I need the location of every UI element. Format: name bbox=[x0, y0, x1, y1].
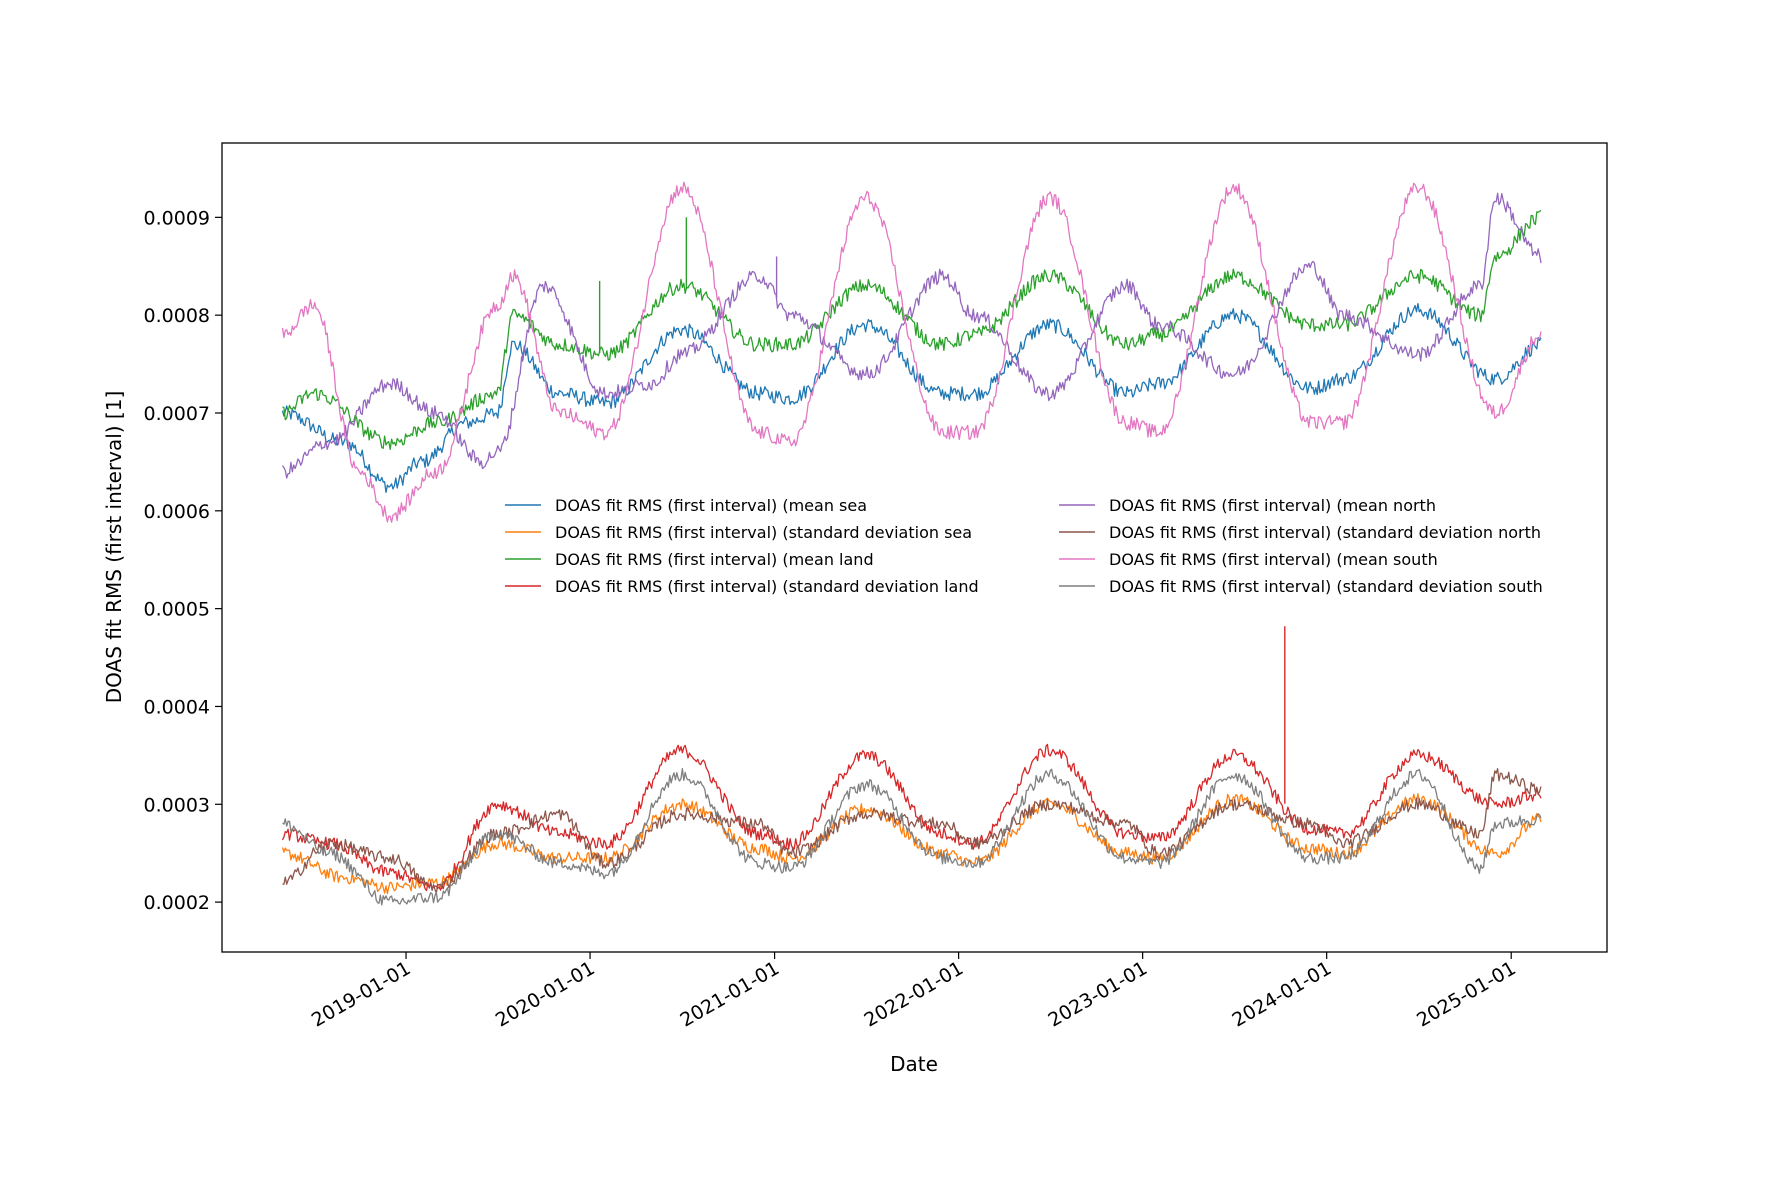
y-tick-label: 0.0006 bbox=[144, 501, 210, 523]
y-tick-label: 0.0008 bbox=[144, 305, 210, 327]
legend-label-4: DOAS fit RMS (first interval) (standard … bbox=[555, 577, 979, 596]
legend-label-3: DOAS fit RMS (first interval) (mean land bbox=[555, 550, 874, 569]
series-line-3 bbox=[282, 209, 1542, 451]
y-axis-label: DOAS fit RMS (first interval) [1] bbox=[102, 391, 126, 704]
legend-label-5: DOAS fit RMS (first interval) (mean nort… bbox=[1109, 496, 1436, 515]
legend: DOAS fit RMS (first interval) (mean sea D… bbox=[505, 496, 1543, 596]
plot-area bbox=[222, 143, 1607, 952]
x-axis: 2019-01-01 2020-01-01 2021-01-01 2022-01-01… bbox=[308, 952, 1520, 1032]
legend-label-8: DOAS fit RMS (first interval) (standard … bbox=[1109, 577, 1543, 596]
legend-label-2: DOAS fit RMS (first interval) (standard … bbox=[555, 523, 972, 542]
y-tick-label: 0.0002 bbox=[144, 892, 210, 914]
x-tick-label: 2021-01-01 bbox=[676, 957, 783, 1031]
x-tick-label: 2025-01-01 bbox=[1413, 957, 1520, 1031]
y-axis: 0.0002 0.0003 0.0004 0.0005 0.0006 0.0007 0.00… bbox=[144, 207, 222, 914]
y-tick-label: 0.0003 bbox=[144, 794, 210, 816]
series-line-8 bbox=[282, 768, 1542, 906]
series-line-7 bbox=[281, 181, 1542, 523]
x-tick-label: 2019-01-01 bbox=[308, 957, 415, 1031]
x-tick-label: 2023-01-01 bbox=[1045, 957, 1152, 1031]
plot-frame bbox=[221, 142, 1608, 953]
legend-label-6: DOAS fit RMS (first interval) (standard … bbox=[1109, 523, 1541, 542]
x-axis-label: Date bbox=[890, 1052, 938, 1076]
y-tick-label: 0.0009 bbox=[144, 207, 210, 229]
y-tick-label: 0.0004 bbox=[144, 696, 210, 718]
x-tick-label: 2024-01-01 bbox=[1229, 957, 1336, 1031]
legend-label-7: DOAS fit RMS (first interval) (mean sout… bbox=[1109, 550, 1438, 569]
legend-label-1: DOAS fit RMS (first interval) (mean sea bbox=[555, 496, 867, 515]
series-line-4 bbox=[281, 743, 1542, 892]
y-tick-label: 0.0005 bbox=[144, 599, 210, 621]
y-tick-label: 0.0007 bbox=[144, 403, 210, 425]
series-layer bbox=[281, 181, 1542, 906]
series-line-1 bbox=[281, 302, 1542, 494]
x-tick-label: 2022-01-01 bbox=[860, 957, 967, 1031]
x-tick-label: 2020-01-01 bbox=[492, 957, 599, 1031]
series-line-5 bbox=[281, 192, 1542, 479]
